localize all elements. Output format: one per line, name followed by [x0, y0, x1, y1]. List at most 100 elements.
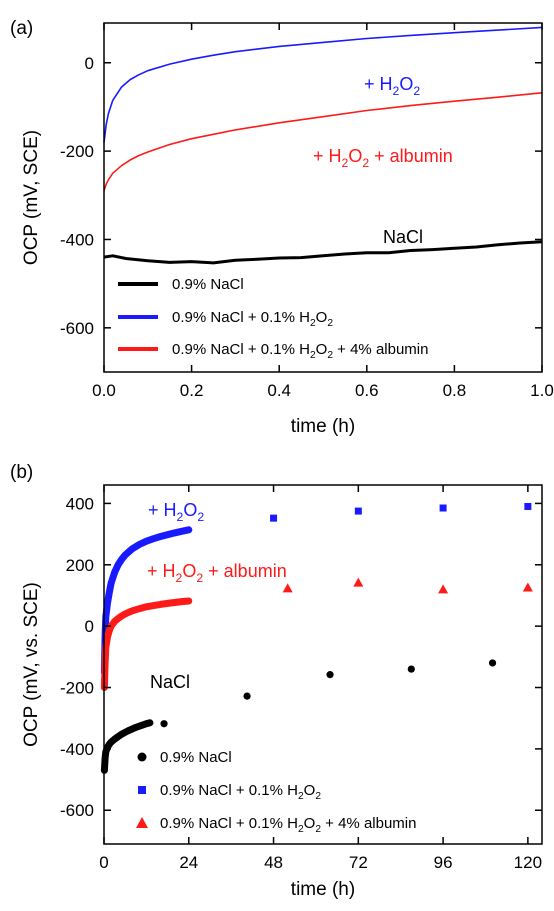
data-point-square [270, 514, 278, 522]
y-tick-label: -200 [60, 679, 94, 698]
series-annotation: + H2O2 [148, 500, 204, 524]
legend-label-part: 2 [298, 824, 304, 835]
series-annotation-part: + albumin [203, 561, 287, 581]
x-tick-label: 24 [179, 853, 198, 872]
y-tick-label: 0 [85, 54, 94, 73]
series-line [103, 26, 543, 143]
legend-label-part: 0.9% NaCl + 0.1% H [172, 341, 310, 358]
legend-label-part: 0.9% NaCl + 0.1% H [160, 782, 298, 799]
series-annotation-part: + H [313, 146, 342, 166]
legend-label-part: 0.9% NaCl + 0.1% H [172, 309, 310, 326]
series-annotation-part: + H [148, 500, 177, 520]
x-tick-label: 72 [349, 853, 368, 872]
legend-label-part: 2 [310, 318, 316, 329]
x-tick-label: 96 [434, 853, 453, 872]
x-tick-label: 0 [99, 853, 108, 872]
legend-label-part: 2 [315, 824, 321, 835]
legend-label: 0.9% NaCl + 0.1% H2O2 + 4% albumin [160, 815, 416, 835]
data-point-circle [160, 720, 168, 728]
series-annotation-part: 2 [362, 156, 369, 170]
y-tick-label: 200 [66, 556, 94, 575]
data-point-triangle [438, 584, 449, 594]
legend-label: 0.9% NaCl [172, 276, 244, 293]
x-tick-label: 0.0 [92, 381, 116, 400]
series-annotation: + H2O2 + albumin [313, 146, 453, 170]
x-tick-label: 0.2 [180, 381, 204, 400]
y-axis-label: OCP (mV, vs. SCE) [21, 582, 42, 747]
plot-frame [103, 22, 543, 373]
data-point-circle [243, 692, 251, 700]
series-annotation-part: 2 [176, 571, 183, 585]
dense-data-trace [100, 719, 154, 774]
series-annotation-part: 2 [197, 510, 204, 524]
legend-label-part: 0.9% NaCl [160, 749, 232, 766]
panel-label: (a) [10, 18, 33, 39]
series-annotation: NaCl [150, 672, 190, 692]
series-annotation-part: 2 [196, 571, 203, 585]
y-axis-label: OCP (mV, SCE) [21, 130, 42, 265]
series-annotation-part: + H [364, 74, 393, 94]
x-axis-label: time (h) [291, 879, 355, 900]
plot-frame [103, 484, 543, 845]
dense-data-trace [100, 526, 193, 676]
legend-label-part: 0.9% NaCl [172, 276, 244, 293]
legend-label-part: O [316, 341, 328, 358]
legend-label-part: + 4% albumin [333, 341, 428, 358]
series-line [103, 240, 543, 265]
data-point-circle [488, 659, 497, 667]
series-annotation: + H2O2 [364, 74, 420, 98]
series-annotation-part: 2 [177, 510, 184, 524]
legend-swatch [137, 752, 147, 762]
dense-data-trace [100, 597, 193, 691]
series-line [103, 92, 543, 192]
x-tick-label: 1.0 [530, 381, 554, 400]
x-tick-label: 0.8 [443, 381, 467, 400]
data-point-triangle [282, 583, 293, 593]
legend-label-part: O [304, 815, 316, 832]
y-tick-label: -400 [60, 230, 94, 249]
legend-label-part: 2 [327, 350, 333, 361]
series-annotation-part: + albumin [369, 146, 453, 166]
data-point-triangle [522, 582, 533, 592]
legend-label: 0.9% NaCl + 0.1% H2O2 + 4% albumin [172, 341, 428, 361]
legend-label-part: 2 [310, 350, 316, 361]
y-tick-label: 0 [85, 617, 94, 636]
data-point-circle [407, 665, 415, 673]
series-annotation: NaCl [383, 227, 423, 247]
legend-label: 0.9% NaCl [160, 749, 232, 766]
data-point-square [524, 502, 532, 510]
series-annotation-part: O [348, 146, 362, 166]
y-tick-label: -600 [60, 319, 94, 338]
series-annotation-part: 2 [413, 84, 420, 98]
series-annotation-part: O [182, 561, 196, 581]
legend-label-part: O [316, 309, 328, 326]
data-point-square [354, 507, 362, 515]
x-tick-label: 0.6 [355, 381, 379, 400]
x-tick-label: 48 [264, 853, 283, 872]
series-annotation-part: O [399, 74, 413, 94]
legend-label-part: 2 [298, 791, 304, 802]
x-axis-label: time (h) [291, 416, 355, 437]
series-annotation-part: NaCl [383, 227, 423, 247]
legend-label-part: 2 [315, 791, 321, 802]
series-annotation-part: O [183, 500, 197, 520]
legend-label-part: O [304, 782, 316, 799]
panel-label: (b) [10, 462, 33, 483]
series-annotation-part: NaCl [150, 672, 190, 692]
legend-label-part: 0.9% NaCl + 0.1% H [160, 815, 298, 832]
legend-label: 0.9% NaCl + 0.1% H2O2 [172, 309, 333, 329]
legend-label-part: 2 [327, 318, 333, 329]
legend-swatch [138, 786, 146, 794]
legend-label-part: + 4% albumin [321, 815, 416, 832]
y-tick-label: -600 [60, 801, 94, 820]
series-annotation: + H2O2 + albumin [147, 561, 287, 585]
y-tick-label: -200 [60, 142, 94, 161]
x-tick-label: 120 [514, 853, 542, 872]
series-annotation-part: 2 [342, 156, 349, 170]
data-point-square [439, 504, 447, 512]
data-point-circle [326, 671, 334, 679]
series-annotation-part: + H [147, 561, 176, 581]
series-annotation-part: 2 [393, 84, 400, 98]
legend-swatch [136, 817, 148, 828]
